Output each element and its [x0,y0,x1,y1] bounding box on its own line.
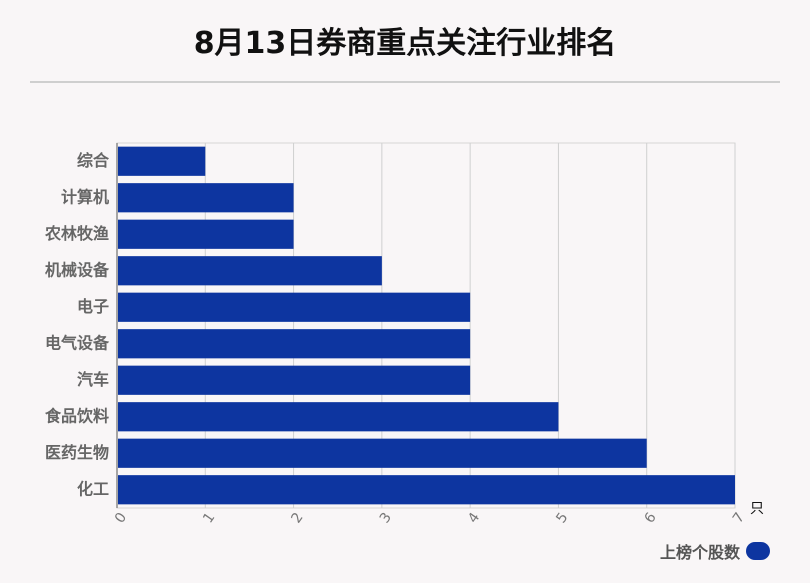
y-category-label: 计算机 [61,187,109,206]
bar [118,256,382,286]
bar [118,292,471,322]
x-tick-label: 7 [730,510,748,526]
x-tick-label: 5 [553,510,571,526]
x-tick-label: 6 [642,510,660,527]
y-category-label: 综合 [77,151,110,170]
x-tick-label: 2 [288,510,306,526]
legend: 上榜个股数 [660,540,771,562]
y-category-label: 汽车 [77,370,109,389]
legend-label: 上榜个股数 [660,543,741,562]
bar [118,402,559,432]
x-tick-label: 0 [112,510,130,526]
y-category-label: 电子 [77,297,109,316]
chart-title: 8月13日券商重点关注行业排名 [193,26,617,61]
bar [118,365,471,395]
bar [118,183,294,213]
bar [118,475,735,505]
title-divider [30,81,780,83]
y-category-label: 医药生物 [45,443,109,462]
bar [118,219,294,249]
x-tick-label: 4 [465,510,483,527]
legend-swatch [746,542,771,560]
y-category-label: 农林牧渔 [44,224,109,243]
bar [118,438,647,468]
y-category-label: 电气设备 [45,333,110,352]
x-tick-label: 1 [200,510,218,526]
bar [118,146,206,176]
axis-unit-label: 只 [750,501,764,517]
x-tick-label: 3 [377,510,395,526]
y-category-label: 食品饮料 [44,406,109,425]
y-category-label: 化工 [77,479,109,498]
y-category-label: 机械设备 [45,260,110,279]
bar [118,329,471,359]
